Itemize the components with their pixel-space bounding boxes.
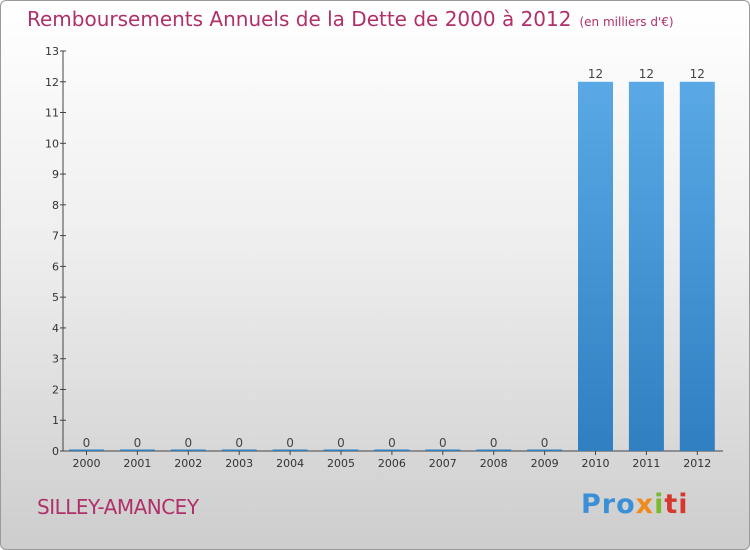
commune-name: SILLEY-AMANCEY	[37, 495, 199, 519]
x-tick-label: 2008	[480, 457, 508, 470]
chart-title: Remboursements Annuels de la Dette de 20…	[27, 7, 674, 31]
logo-part-1: Pro	[581, 489, 636, 520]
y-tick-label: 10	[45, 137, 59, 150]
chart-title-text: Remboursements Annuels de la Dette de 20…	[27, 7, 572, 31]
x-tick-label: 2007	[429, 457, 457, 470]
bar	[527, 449, 563, 451]
bar	[425, 449, 461, 451]
y-tick-label: 13	[45, 45, 59, 58]
proxiti-logo: Proxiti	[581, 489, 689, 520]
bar	[679, 81, 715, 452]
x-tick-label: 2003	[225, 457, 253, 470]
bar	[272, 449, 308, 451]
data-label: 0	[184, 436, 192, 450]
bar	[323, 449, 359, 451]
y-tick-label: 8	[52, 199, 59, 212]
bar	[578, 81, 613, 452]
y-tick-label: 0	[52, 445, 59, 458]
data-label: 0	[490, 436, 498, 450]
y-tick-label: 3	[52, 353, 59, 366]
x-tick-label: 2005	[327, 457, 355, 470]
bar	[119, 449, 155, 451]
x-tick-label: 2009	[531, 457, 559, 470]
bar	[628, 81, 664, 452]
data-label: 0	[235, 436, 243, 450]
x-tick-label: 2010	[582, 457, 610, 470]
y-tick-label: 12	[45, 76, 59, 89]
x-tick-label: 2012	[683, 457, 711, 470]
bar	[221, 449, 257, 451]
data-label: 12	[639, 67, 654, 81]
data-label: 0	[83, 436, 91, 450]
y-tick-label: 11	[45, 107, 59, 120]
x-tick-label: 2000	[73, 457, 101, 470]
y-tick-label: 6	[52, 260, 59, 273]
data-label: 12	[588, 67, 603, 81]
data-label: 0	[134, 436, 142, 450]
data-label: 0	[541, 436, 549, 450]
bar	[69, 449, 104, 451]
bar	[374, 449, 410, 451]
bar	[476, 449, 512, 451]
logo-part-3: i	[654, 489, 665, 520]
x-tick-label: 2002	[174, 457, 202, 470]
y-tick-label: 1	[52, 414, 59, 427]
x-tick-label: 2006	[378, 457, 406, 470]
logo-part-4: ti	[664, 489, 689, 520]
data-label: 0	[337, 436, 345, 450]
data-label: 12	[690, 67, 705, 81]
y-tick-label: 2	[52, 383, 59, 396]
data-label: 0	[439, 436, 447, 450]
chart-subtitle: (en milliers d'€)	[579, 15, 674, 29]
x-tick-label: 2001	[123, 457, 151, 470]
y-tick-label: 4	[52, 322, 59, 335]
x-tick-label: 2011	[632, 457, 660, 470]
y-tick-label: 5	[52, 291, 59, 304]
bar	[170, 449, 206, 451]
y-tick-label: 9	[52, 168, 59, 181]
data-label: 0	[286, 436, 294, 450]
data-label: 0	[388, 436, 396, 450]
y-tick-label: 7	[52, 230, 59, 243]
logo-part-2: x	[635, 489, 655, 520]
x-tick-label: 2004	[276, 457, 304, 470]
